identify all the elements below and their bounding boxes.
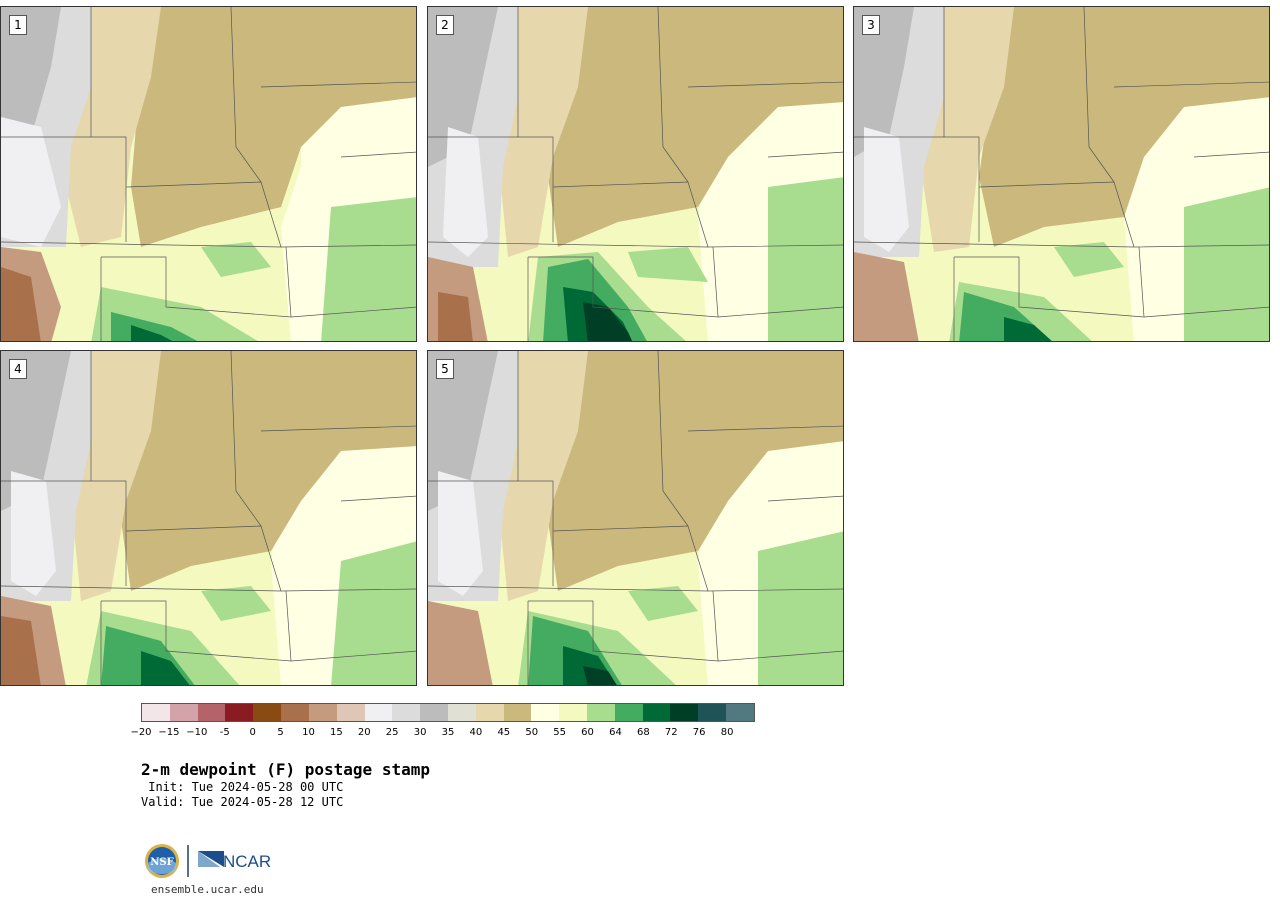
colorbar-swatch xyxy=(197,704,226,721)
colorbar-swatch xyxy=(142,704,170,721)
chart-title: 2-m dewpoint (F) postage stamp xyxy=(141,760,430,779)
nsf-ncar-logo: NSF NCAR xyxy=(145,844,271,878)
colorbar-swatch xyxy=(475,704,504,721)
colorbar-swatch xyxy=(308,704,337,721)
colorbar-swatch xyxy=(503,704,532,721)
ncar-logo-icon: NCAR xyxy=(198,851,271,871)
colorbar xyxy=(141,703,755,722)
map-panel-5: 5 xyxy=(427,350,844,686)
logos: NSF NCAR xyxy=(144,843,274,879)
colorbar-tick-label: 55 xyxy=(553,727,566,738)
panel-number: 2 xyxy=(436,15,454,35)
colorbar-swatch xyxy=(670,704,699,721)
colorbar-tick-label: −15 xyxy=(158,727,180,738)
panel-number: 5 xyxy=(436,359,454,379)
colorbar-tick-label: −10 xyxy=(186,727,208,738)
colorbar-swatch xyxy=(225,704,254,721)
colorbar-tick-label: 80 xyxy=(720,727,734,738)
map-graphic xyxy=(854,7,1269,341)
colorbar-tick-label: 15 xyxy=(329,727,343,738)
colorbar-tick-label: 5 xyxy=(277,727,284,738)
colorbar-swatch xyxy=(281,704,309,721)
panel-number: 1 xyxy=(9,15,27,35)
colorbar-swatch xyxy=(531,704,560,721)
colorbar-tick-label: 10 xyxy=(302,727,315,738)
colorbar-swatch xyxy=(253,704,282,721)
nsf-logo-icon: NSF xyxy=(145,844,179,878)
colorbar-tick-label: 72 xyxy=(664,727,678,738)
colorbar-tick-label: 0 xyxy=(249,727,256,738)
colorbar-tick-label: 50 xyxy=(525,727,539,738)
svg-text:NSF: NSF xyxy=(150,857,173,868)
colorbar-swatch xyxy=(726,704,754,721)
colorbar-tick-label: 35 xyxy=(441,727,455,738)
colorbar-tick-label: 25 xyxy=(385,727,399,738)
map-panel-3: 3 xyxy=(853,6,1270,342)
panel-number: 4 xyxy=(9,359,27,379)
panel-number: 3 xyxy=(862,15,880,35)
colorbar-tick-label: 20 xyxy=(357,727,371,738)
map-graphic xyxy=(428,351,843,685)
colorbar-swatch xyxy=(447,704,476,721)
colorbar-swatch xyxy=(169,704,198,721)
colorbar-swatch xyxy=(336,704,365,721)
map-panel-2: 2 xyxy=(427,6,844,342)
map-panel-4: 4 xyxy=(0,350,417,686)
map-graphic xyxy=(428,7,843,341)
map-graphic xyxy=(1,351,416,685)
colorbar-tick-label: 68 xyxy=(636,727,650,738)
colorbar-swatch xyxy=(587,704,615,721)
colorbar-tick-label: 40 xyxy=(469,727,483,738)
colorbar-swatch xyxy=(614,704,643,721)
colorbar-swatch xyxy=(559,704,587,721)
colorbar-tick-label: 64 xyxy=(609,727,622,738)
colorbar-swatch xyxy=(392,704,421,721)
colorbar-tick-label: 30 xyxy=(413,727,427,738)
map-panel-1: 1 xyxy=(0,6,417,342)
map-graphic xyxy=(1,7,416,341)
colorbar-swatch xyxy=(364,704,393,721)
svg-text:NCAR: NCAR xyxy=(223,852,271,871)
website-link[interactable]: ensemble.ucar.edu xyxy=(151,883,264,896)
colorbar-tick-labels: −20 −15 −10 -5 0 5 10 15 20 25 30 35 40 45 50 55 60 64 68 7… xyxy=(130,727,755,741)
colorbar-swatch xyxy=(642,704,671,721)
valid-time: Valid: Tue 2024-05-28 12 UTC xyxy=(141,795,344,809)
colorbar-swatch xyxy=(420,704,448,721)
init-time: Init: Tue 2024-05-28 00 UTC xyxy=(141,780,344,794)
colorbar-tick-label: -5 xyxy=(219,727,230,738)
colorbar-tick-label: 45 xyxy=(497,727,511,738)
colorbar-tick-label: −20 xyxy=(130,727,152,738)
colorbar-swatch xyxy=(698,704,727,721)
colorbar-tick-label: 60 xyxy=(581,727,594,738)
colorbar-tick-label: 76 xyxy=(692,727,706,738)
